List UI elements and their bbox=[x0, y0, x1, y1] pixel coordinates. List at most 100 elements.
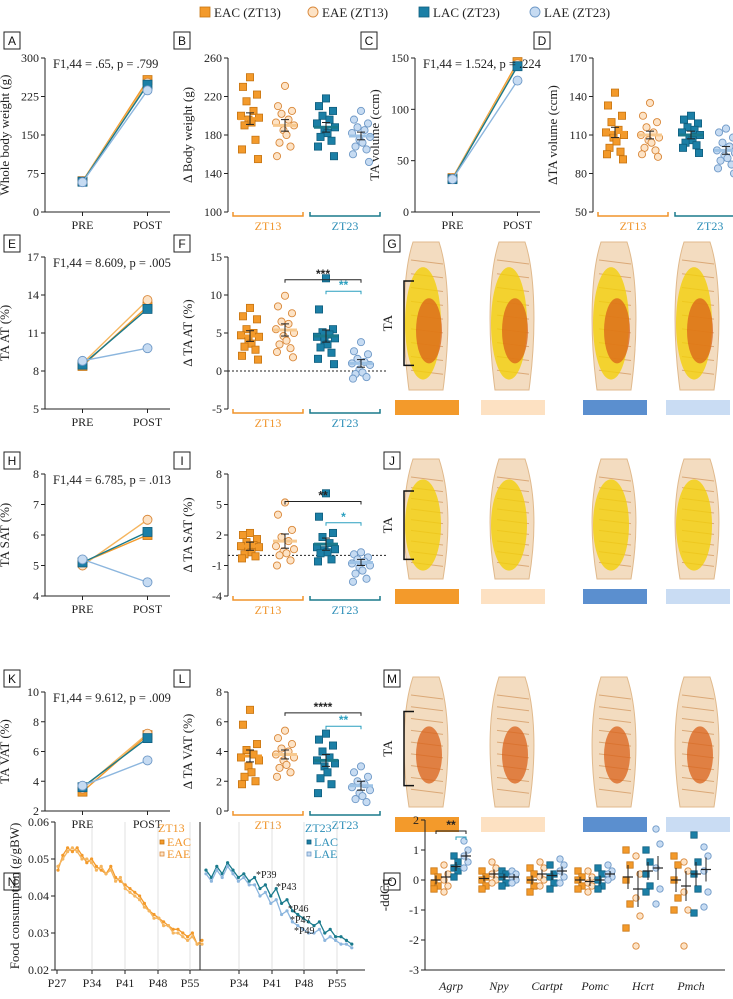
data-point-eac bbox=[574, 867, 582, 875]
y-tick-label: 2 bbox=[33, 804, 39, 818]
food-point-lae bbox=[317, 927, 321, 931]
data-point-eae bbox=[652, 118, 662, 127]
data-point-lae bbox=[356, 762, 366, 771]
data-point-lac bbox=[313, 142, 322, 151]
food-point-eac bbox=[190, 931, 194, 935]
data-point-lac bbox=[687, 111, 696, 120]
food-point-lae bbox=[263, 890, 267, 894]
food-point-lac bbox=[285, 898, 289, 902]
point-lae bbox=[447, 174, 458, 185]
x-tick-label: PRE bbox=[71, 218, 93, 232]
point-lae bbox=[512, 75, 523, 86]
point-eae bbox=[142, 514, 153, 525]
x-tick-label: POST bbox=[133, 817, 163, 831]
data-point-eae bbox=[647, 138, 656, 147]
data-point-eac bbox=[478, 885, 486, 893]
sig-bracket-outer bbox=[284, 279, 362, 283]
data-point-eac bbox=[478, 867, 486, 875]
data-point-lac bbox=[329, 152, 338, 161]
point-lae bbox=[142, 577, 153, 588]
food-point-eae bbox=[61, 857, 65, 861]
y-tick-label: 0 bbox=[403, 205, 409, 219]
data-point-eac bbox=[526, 888, 534, 896]
data-point-eac bbox=[670, 852, 678, 860]
x-tick-label: P55 bbox=[328, 976, 347, 990]
y-tick-label: 100 bbox=[204, 205, 222, 219]
data-point-lae bbox=[358, 566, 367, 575]
panel-letter-l: L bbox=[179, 672, 186, 686]
y-axis-title: TA SAT (%) bbox=[0, 503, 12, 567]
y-axis-title: Food consumption (g/gBW) bbox=[7, 823, 22, 970]
data-point-lae bbox=[604, 861, 612, 869]
data-point-eac bbox=[526, 864, 534, 872]
data-point-lac bbox=[321, 274, 330, 283]
data-point-eae bbox=[632, 942, 640, 950]
y-axis-title: TA VAT (%) bbox=[0, 719, 12, 784]
y-tick-label: 0.04 bbox=[28, 889, 49, 903]
food-point-eac bbox=[152, 912, 156, 917]
data-point-eae bbox=[272, 152, 282, 161]
data-point-lae bbox=[353, 123, 362, 132]
group-bracket-zt13 bbox=[232, 596, 304, 601]
data-point-lae bbox=[727, 160, 733, 169]
food-point-eac bbox=[142, 901, 146, 906]
data-point-lac bbox=[313, 557, 322, 566]
panel-letter-g: G bbox=[387, 237, 396, 251]
food-point-lae bbox=[301, 927, 305, 931]
food-point-lac bbox=[204, 868, 208, 872]
gene-label-pmch: Pmch bbox=[676, 979, 704, 993]
food-point-lae bbox=[226, 864, 230, 869]
group-bracket-zt23 bbox=[309, 596, 381, 601]
y-tick-label: 0 bbox=[413, 873, 419, 887]
food-point-lae bbox=[253, 883, 257, 887]
fat-region-subcutaneous bbox=[405, 479, 441, 571]
legend-dot-eac bbox=[159, 839, 165, 845]
group-label-zt13: ZT13 bbox=[255, 818, 282, 832]
group-color-bar-4 bbox=[666, 589, 730, 604]
food-point-eae bbox=[166, 924, 170, 928]
data-point-lac bbox=[694, 858, 702, 866]
food-point-lac bbox=[215, 864, 219, 869]
group-color-bar-4 bbox=[666, 817, 730, 832]
y-tick-label: 140 bbox=[204, 167, 222, 181]
group-label-zt23: ZT23 bbox=[697, 219, 724, 233]
legend-label-eae: EAE (ZT13) bbox=[322, 5, 388, 20]
data-point-eae bbox=[275, 763, 284, 772]
data-point-eac bbox=[252, 315, 261, 324]
data-point-lae bbox=[700, 843, 708, 851]
fat-region-subcutaneous bbox=[676, 479, 712, 571]
data-point-lae bbox=[348, 577, 358, 586]
rib-line bbox=[681, 718, 715, 724]
panel-letter-m: M bbox=[387, 672, 397, 686]
panel-box-a bbox=[3, 31, 21, 50]
y-tick-label: 14 bbox=[27, 288, 39, 302]
panel-letter-e: E bbox=[8, 237, 16, 251]
group-label-zt13: ZT13 bbox=[255, 219, 282, 233]
panel-box-h bbox=[3, 451, 21, 470]
food-point-eae bbox=[85, 857, 89, 861]
data-point-lac bbox=[323, 768, 332, 777]
data-point-lae bbox=[358, 138, 367, 147]
point-lac bbox=[142, 527, 153, 537]
y-tick-label: 0.06 bbox=[28, 815, 49, 829]
group-label-zt13: ZT13 bbox=[620, 219, 647, 233]
group-label-zt23: ZT23 bbox=[332, 818, 359, 832]
food-point-lae bbox=[323, 938, 327, 943]
food-point-eae bbox=[80, 857, 84, 861]
food-point-eae bbox=[195, 942, 199, 946]
data-point-eae bbox=[684, 906, 692, 914]
data-point-eae bbox=[277, 109, 286, 118]
data-point-eae bbox=[282, 130, 291, 140]
data-point-eac bbox=[626, 861, 634, 869]
data-point-lae bbox=[356, 106, 366, 115]
fat-region-visceral bbox=[604, 298, 630, 364]
food-point-eae bbox=[186, 938, 190, 943]
legend-marker-eae bbox=[307, 6, 319, 18]
data-point-lae bbox=[556, 855, 564, 863]
gene-label-hcrt: Hcrt bbox=[631, 979, 655, 993]
food-point-eae bbox=[56, 864, 60, 869]
data-point-lac bbox=[679, 143, 688, 152]
food-point-lac bbox=[274, 887, 278, 891]
data-point-eae bbox=[277, 744, 286, 753]
